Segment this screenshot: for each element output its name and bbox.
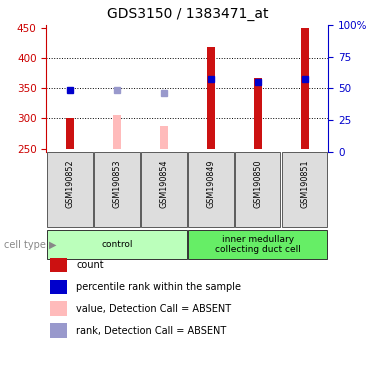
Text: inner medullary
collecting duct cell: inner medullary collecting duct cell [215, 235, 301, 255]
Bar [94, 152, 139, 227]
Text: rank, Detection Call = ABSENT: rank, Detection Call = ABSENT [76, 326, 226, 336]
Text: control: control [101, 240, 132, 249]
Text: GSM190853: GSM190853 [112, 159, 121, 208]
Bar [235, 152, 280, 227]
Bar [113, 116, 121, 149]
Title: GDS3150 / 1383471_at: GDS3150 / 1383471_at [106, 7, 268, 21]
Text: percentile rank within the sample: percentile rank within the sample [76, 282, 241, 292]
Text: cell type ▶: cell type ▶ [4, 240, 56, 250]
Bar [301, 28, 309, 149]
Bar [207, 47, 215, 149]
Text: GSM190854: GSM190854 [160, 159, 168, 208]
Bar [188, 230, 328, 260]
Bar [282, 152, 328, 227]
Text: count: count [76, 260, 104, 270]
Text: GSM190850: GSM190850 [253, 159, 262, 208]
Bar [141, 152, 187, 227]
Text: GSM190851: GSM190851 [301, 159, 309, 208]
Bar [160, 126, 168, 149]
Bar [254, 78, 262, 149]
Text: value, Detection Call = ABSENT: value, Detection Call = ABSENT [76, 304, 231, 314]
Bar [47, 230, 187, 260]
Text: GSM190852: GSM190852 [65, 159, 74, 208]
Bar [188, 152, 233, 227]
Text: GSM190849: GSM190849 [206, 159, 215, 208]
Bar [47, 152, 92, 227]
Bar [66, 118, 74, 149]
